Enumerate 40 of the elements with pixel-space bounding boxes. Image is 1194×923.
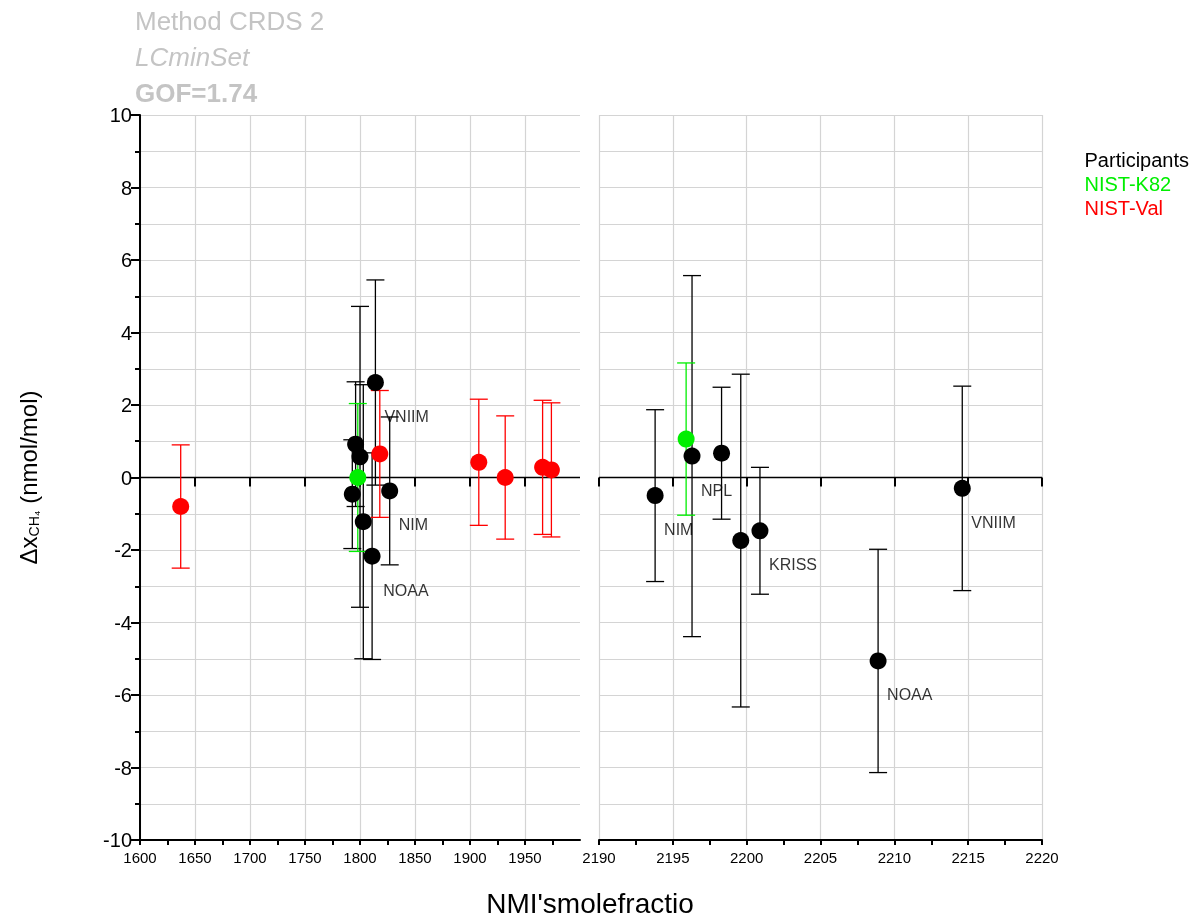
y-tick-label: 8 (120, 176, 132, 199)
x-tick-label: 2195 (656, 849, 690, 866)
y-tick-label: 0 (120, 466, 132, 489)
chart-subtitle: LCminSet (135, 42, 251, 72)
x-tick-label: 1700 (233, 849, 267, 866)
text: Participants (1084, 149, 1190, 171)
y-tick-label: -6 (114, 684, 132, 706)
x-tick-label: 1850 (398, 849, 432, 866)
x-tick-label: 2200 (729, 849, 764, 866)
x-tick-label: 2210 (877, 849, 912, 866)
annotation: VNIIM (971, 513, 1016, 531)
y-tick-label: -4 (114, 611, 132, 634)
y-tick-label: -2 (114, 539, 132, 561)
y-tick-label: 2 (120, 394, 132, 416)
y-tick-label: 6 (120, 249, 132, 271)
annotation: NIM (398, 516, 429, 534)
x-tick-label: 1650 (178, 849, 212, 866)
annotation: NOAA (887, 686, 933, 704)
x-tick-label: 2205 (803, 849, 838, 866)
x-tick-label: 2190 (582, 849, 616, 866)
x-tick-label: 1600 (123, 849, 157, 866)
text: GOF=1.74 (135, 78, 258, 108)
annotation: NOAA (383, 581, 429, 599)
y-tick-label: 10 (109, 104, 132, 126)
chart-title: Method CRDS 2 (135, 6, 325, 36)
annotation: VNIIM (384, 408, 429, 426)
x-tick-label: 2215 (951, 849, 985, 866)
y-tick-label: -8 (114, 756, 132, 779)
x-tick-label: 1750 (288, 849, 322, 866)
x-tick-label: 1950 (508, 849, 542, 866)
text: NIST-Val (1084, 197, 1164, 219)
x-tick-label: 2220 (1025, 849, 1059, 866)
y-tick-label: 4 (120, 321, 132, 344)
y-axis-title: ΔxCH₄ (nmol/mol) (14, 390, 42, 565)
annotation: KRISS (768, 556, 817, 574)
y-tick-label: -10 (103, 829, 132, 851)
x-axis-title: NMI'smolefractio (486, 887, 694, 919)
text: NIST-K82 (1084, 173, 1172, 195)
x-tick-label: 1800 (343, 849, 377, 866)
x-tick-label: 1900 (453, 849, 487, 866)
